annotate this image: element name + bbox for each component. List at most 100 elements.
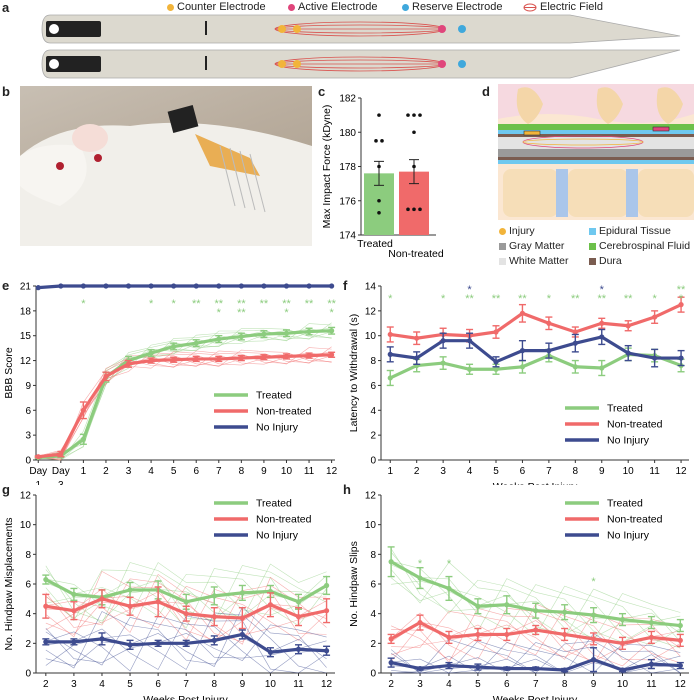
data-point-treated [504,602,510,608]
legend-label: No Injury [256,422,299,434]
y-tick-label: 2 [370,431,376,442]
legend-label: Non-treated [256,514,312,526]
y-tick-label: 8 [370,356,376,367]
individual-trace-no-injury [45,606,327,668]
x-tick-label: 2 [43,679,49,690]
y-tick-label: 12 [20,491,32,502]
data-point-no-injury [148,283,154,289]
y-axis-label: BBB Score [3,347,15,399]
legend-label: Gray Matter [509,240,565,252]
y-tick-label: 10 [365,331,377,342]
x-axis-label: Weeks Post Injury [143,694,228,700]
y-axis-label: No. Hindpaw Misplacements [3,517,15,650]
data-point-non-treated [323,608,330,614]
data-point-non-treated [193,356,199,362]
x-tick-label: 6 [504,679,510,690]
data-point [418,113,422,117]
data-point-treated [80,436,86,442]
x-tick-label: 10 [265,679,277,690]
data-point-non-treated [239,615,245,621]
data-point-no-injury [295,646,302,652]
data-point-non-treated [599,320,605,326]
y-tick-label: 8 [25,550,31,561]
mean-line-non-treated [38,353,332,459]
legend-label: No Injury [256,530,299,542]
x-tick-label: 8 [239,466,245,477]
latency-withdrawal-chart: 02468101214123456789101112Weeks Post Inj… [348,282,689,485]
y-tick-label: 18 [20,306,32,317]
gray-matter-swatch-icon [499,242,506,250]
individual-trace-no-injury [391,642,681,674]
legend-reserve-electrode: Reserve Electrode [402,1,503,13]
x-tick-label: 9 [599,466,605,477]
data-point-treated [590,612,597,618]
individual-trace-treated [45,562,327,624]
data-point-non-treated [475,631,481,638]
data-point-no-injury [323,648,330,654]
individual-trace-no-injury [45,615,327,674]
x-tick-label: 3 [71,679,77,690]
x-tick-label: 10 [281,466,293,477]
y-tick-label: 2 [25,639,31,650]
data-point-non-treated [103,373,109,379]
y-tick-label: 4 [370,406,376,417]
x-tick-label: 8 [562,679,568,690]
significance-marker: * [441,293,446,305]
data-point-non-treated [677,637,683,643]
legend-label: Counter Electrode [177,1,266,13]
legend-electric-field: Electric Field [523,1,603,13]
significance-marker: ** [237,298,246,310]
data-point [412,207,416,212]
data-point-non-treated [216,356,222,362]
x-tick-label: 3 [440,466,446,477]
data-point-non-treated [519,310,526,316]
y-tick-label: 12 [20,356,32,367]
data-point-no-injury [504,665,510,672]
data-point-treated [238,333,244,340]
data-point-no-injury [239,631,245,638]
significance-marker: ** [492,293,501,305]
epidural-tissue-swatch-icon [589,227,596,235]
significance-marker: * [329,307,334,319]
data-point-no-injury [103,283,109,289]
data-point [406,113,410,117]
data-point-no-injury [652,355,658,361]
data-point-non-treated [125,361,132,367]
data-point-no-injury [619,667,626,673]
data-point-treated [183,599,189,605]
bbb-score-chart: 036912151821DayDay12345678910111213Weeks… [3,282,338,486]
data-point-non-treated [652,314,658,320]
data-point-non-treated [562,631,568,638]
y-tick-label: 176 [339,196,356,207]
significance-marker: * [81,298,86,310]
mean-line-treated [38,329,332,460]
data-point-no-injury [193,283,199,289]
mean-line-no-injury [38,284,332,290]
electrode-device-illustration [41,14,681,79]
x-tick-label: 11 [646,679,657,690]
data-point-non-treated [80,407,86,413]
individual-trace-no-injury [391,633,681,674]
data-point-treated [677,622,683,629]
tissue-legend: Injury Epidural Tissue Gray Matter Cereb… [499,225,695,273]
legend-label: White Matter [509,255,569,267]
data-point-no-injury [238,283,244,289]
data-point-non-treated [590,636,597,642]
data-point-no-injury [283,283,290,289]
mean-line-no-injury [390,335,682,364]
x-tick-label: 11 [304,466,315,477]
electrode-strip-top [41,14,681,44]
dura-swatch-icon [589,257,596,265]
individual-trace-non-treated [391,616,681,665]
x-tick-label: 9 [261,466,267,477]
data-point-non-treated [625,323,631,329]
data-point-non-treated [283,353,290,360]
rat-illustration [20,105,312,246]
data-point-non-treated [417,619,423,626]
data-point-non-treated [619,640,626,646]
data-point-non-treated [183,611,189,617]
individual-trace-treated [390,552,681,639]
data-point-no-injury [493,359,499,365]
data-point-treated [295,599,302,605]
individual-trace-no-injury [391,642,681,674]
